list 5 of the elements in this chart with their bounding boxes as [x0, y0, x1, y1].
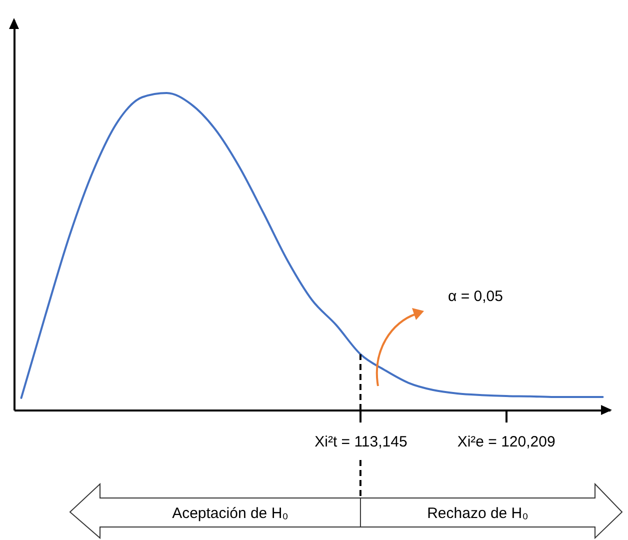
x-tick-label: Xi²t = 113,145: [314, 434, 408, 450]
x-tick-label: Xi²e = 120,209: [457, 434, 556, 450]
text: Rechazo de H₀: [426, 505, 530, 522]
text: Aceptación de H₀: [171, 505, 290, 522]
annotation: α = 0,05: [448, 288, 503, 305]
